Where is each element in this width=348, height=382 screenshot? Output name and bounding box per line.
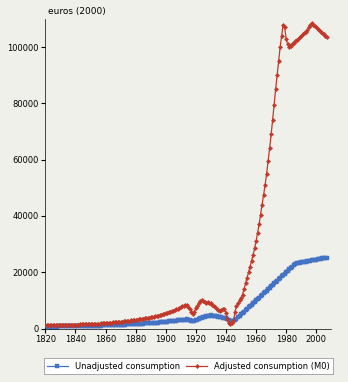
Unadjusted consumption [316,257,320,262]
Unadjusted consumption [325,255,329,260]
Adjusted consumption (M0) [72,322,76,327]
Adjusted consumption (M0) [45,323,49,328]
Unadjusted consumption [45,324,49,329]
Adjusted consumption (M0) [310,21,314,25]
Adjusted consumption (M0) [145,316,150,320]
Unadjusted consumption [137,322,141,326]
Unadjusted consumption [72,324,76,329]
Line: Adjusted consumption (M0): Adjusted consumption (M0) [44,21,328,327]
Adjusted consumption (M0) [137,317,141,322]
Adjusted consumption (M0) [43,323,47,328]
Adjusted consumption (M0) [325,35,329,39]
Unadjusted consumption [43,325,47,329]
Adjusted consumption (M0) [317,28,321,32]
Unadjusted consumption [129,322,133,327]
Unadjusted consumption [145,321,150,325]
Adjusted consumption (M0) [129,318,133,323]
Line: Unadjusted consumption: Unadjusted consumption [44,256,328,329]
Text: euros (2000): euros (2000) [48,7,106,16]
Legend: Unadjusted consumption, Adjusted consumption (M0): Unadjusted consumption, Adjusted consump… [44,358,333,374]
